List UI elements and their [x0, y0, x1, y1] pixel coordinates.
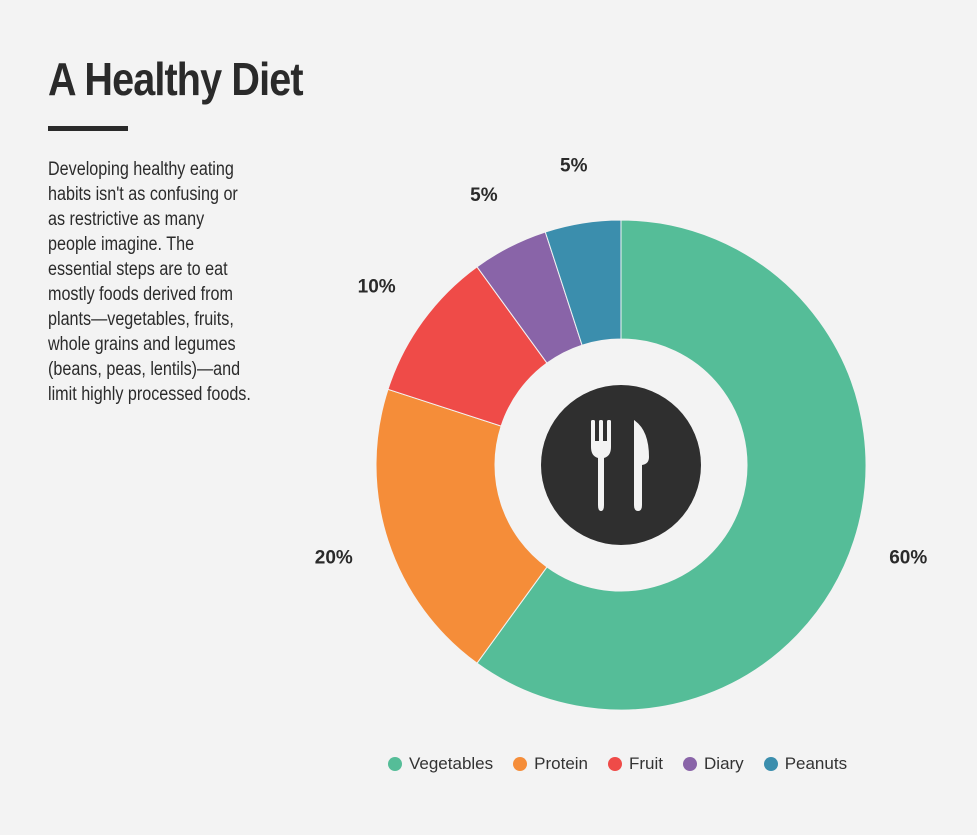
description-text: Developing healthy eating habits isn't a…	[48, 157, 295, 407]
donut-slice-vegetables	[476, 219, 867, 711]
legend-label: Protein	[534, 754, 589, 773]
description-line: essential steps are to eat	[48, 259, 228, 280]
page-title: A Healthy Diet	[48, 53, 304, 105]
legend-swatch	[683, 757, 698, 771]
chart-legend: Vegetables Protein Fruit Diary Peanuts	[388, 752, 847, 776]
description-line: whole grains and legumes	[48, 334, 236, 355]
donut-slices	[375, 219, 867, 711]
legend-swatch	[608, 757, 623, 771]
fork-knife-icon	[591, 420, 649, 511]
center-badge	[541, 385, 701, 545]
pct-label-vegetables: 60%	[889, 547, 927, 568]
legend-swatch	[513, 757, 528, 771]
legend-item-fruit: Fruit	[608, 754, 663, 774]
pct-label-diary: 5%	[470, 185, 498, 206]
title-underline	[48, 126, 128, 131]
description-line: mostly foods derived from	[48, 284, 233, 305]
pct-label-fruit: 10%	[358, 277, 396, 298]
legend-item-peanuts: Peanuts	[763, 754, 848, 774]
description-line: as restrictive as many	[48, 209, 205, 230]
legend-swatch	[763, 757, 778, 771]
description-line: plants—vegetables, fruits,	[48, 309, 234, 330]
legend-label: Vegetables	[409, 754, 494, 773]
legend-label: Fruit	[629, 754, 664, 773]
percentage-labels: 60% 20% 10% 5% 5%	[315, 156, 928, 569]
description-line: people imagine. The	[48, 234, 195, 255]
donut-slice-protein	[375, 388, 548, 664]
donut-slice-peanuts	[544, 219, 622, 346]
legend-swatch	[388, 757, 402, 771]
description-line: limit highly processed foods.	[48, 384, 251, 405]
description-line: Developing healthy eating	[48, 159, 234, 180]
legend-item-vegetables: Vegetables	[388, 754, 493, 774]
legend-item-diary: Diary	[683, 754, 744, 774]
legend-label: Diary	[704, 754, 744, 773]
legend-item-protein: Protein	[513, 754, 588, 774]
legend-label: Peanuts	[784, 754, 848, 773]
center-circle	[541, 385, 701, 545]
description-line: habits isn't as confusing or	[48, 184, 238, 205]
pct-label-peanuts: 5%	[560, 156, 588, 177]
description-line: (beans, peas, lentils)—and	[48, 359, 241, 380]
pct-label-protein: 20%	[315, 547, 353, 568]
